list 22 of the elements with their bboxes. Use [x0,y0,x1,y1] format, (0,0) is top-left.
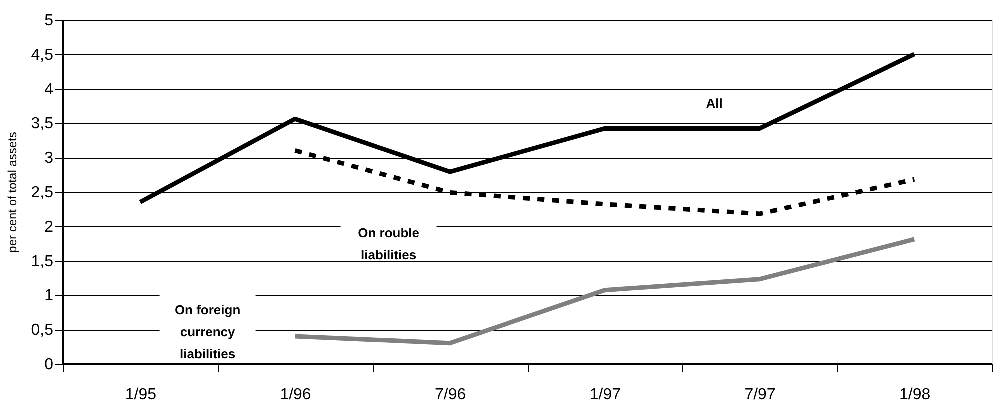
y-tick-label: 1 [44,288,54,305]
x-tick-label: 1/96 [280,386,312,404]
annotation: On foreign currency liabilities [174,302,241,362]
line-series [293,237,917,346]
x-tick-label: 1/98 [900,386,931,404]
x-tick-label: 1/97 [590,386,622,404]
y-tick-label: 2,5 [31,184,54,202]
x-tick-label: 7/96 [435,386,466,404]
y-tick-label: 5 [44,12,54,30]
y-axis-title: per cent of total assets [5,132,20,253]
annotation: On rouble liabilities [358,226,420,262]
x-tick-label: 1/95 [125,386,157,404]
y-tick-label: 0,5 [31,322,54,340]
x-tick-label: 7/97 [744,386,776,404]
y-tick-label: 4,5 [31,46,54,64]
y-tick-label: 4 [44,81,54,98]
annotation: All [706,96,723,111]
y-tick-label: 3,5 [31,116,54,133]
y-tick-label: 3 [44,150,54,168]
y-tick-label: 2 [44,218,54,236]
y-tick-label: 0 [44,356,54,374]
y-tick-label: 1,5 [31,253,54,270]
